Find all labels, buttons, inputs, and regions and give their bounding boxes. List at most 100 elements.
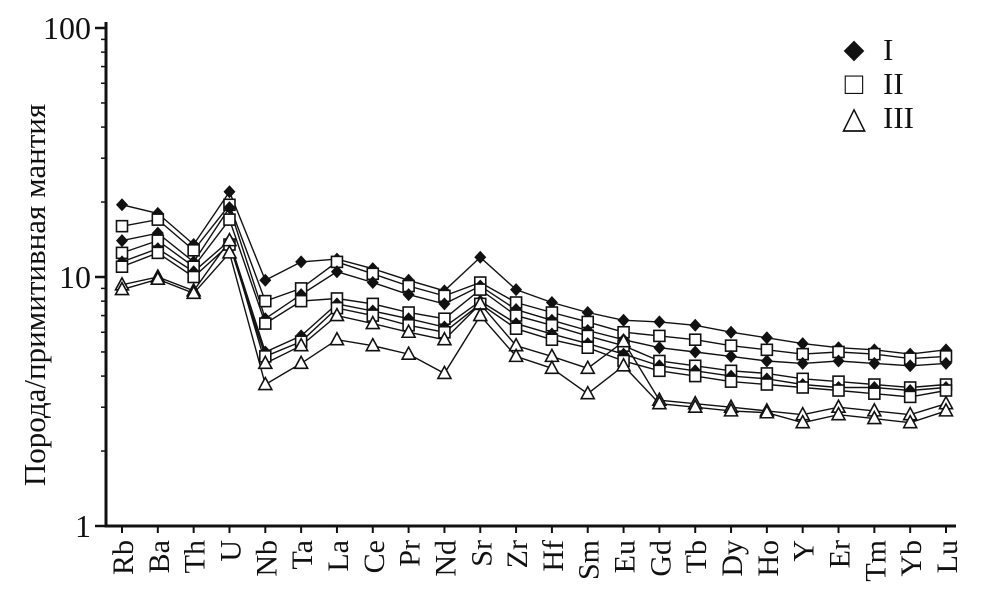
x-tick-label: Th — [179, 540, 212, 573]
x-tick-label: Er — [824, 540, 857, 568]
diamond-marker-I-2 — [438, 297, 451, 311]
square-marker-II-1 — [760, 343, 774, 357]
open-triangle-icon: △ — [842, 100, 866, 135]
square-marker-II-1 — [653, 329, 666, 343]
diamond-marker-I-2 — [832, 354, 845, 368]
series-line-III-2 — [121, 251, 947, 424]
triangle-marker-III-1 — [293, 336, 309, 352]
triangle-marker-III-2 — [866, 409, 883, 425]
diamond-marker-I-1 — [223, 185, 236, 199]
square-marker-II-3 — [509, 322, 523, 335]
diamond-marker-I-2 — [223, 201, 236, 215]
legend-item-group-2: □ II — [839, 68, 914, 99]
triangle-marker-III-2 — [544, 359, 560, 375]
diamond-marker-I-2 — [402, 288, 415, 302]
legend-item-group-1: ◆ I — [839, 34, 914, 65]
triangle-marker-III-1 — [615, 332, 632, 348]
triangle-marker-III-2 — [400, 345, 417, 360]
triangle-marker-III-2 — [687, 398, 704, 413]
diamond-marker-I-2 — [868, 356, 881, 370]
x-tick-label: Pr — [394, 540, 427, 567]
series-line-II-1 — [121, 203, 947, 360]
diamond-marker-I-2 — [904, 359, 917, 373]
square-marker-II-3 — [581, 341, 595, 355]
diamond-marker-I-2 — [689, 345, 702, 359]
triangle-marker-III-2 — [293, 354, 309, 370]
triangle-marker-III-2 — [794, 413, 811, 429]
x-tick-label: Tm — [859, 540, 892, 582]
triangle-marker-III-1 — [329, 306, 345, 322]
x-tick-label: Lu — [931, 540, 964, 573]
square-marker-II-3 — [545, 333, 559, 347]
triangle-marker-III-2 — [830, 405, 847, 421]
square-marker-II-3 — [187, 270, 200, 284]
triangle-marker-III-2 — [508, 347, 524, 363]
x-tick-label: Ta — [286, 540, 319, 570]
triangle-marker-III-1 — [257, 354, 274, 370]
x-tick-label: Ho — [752, 540, 785, 577]
square-marker-II-2 — [259, 317, 272, 330]
x-tick-label: Dy — [716, 540, 749, 577]
x-tick-label: La — [322, 540, 355, 572]
diamond-marker-I-2 — [330, 265, 343, 279]
triangle-marker-III-2 — [579, 384, 596, 400]
y-tick-label: 10 — [59, 259, 91, 295]
x-tick-label: Ce — [358, 540, 391, 573]
triangle-marker-III-2 — [472, 306, 489, 322]
diamond-marker-I-1 — [725, 325, 738, 339]
diamond-marker-I-2 — [796, 356, 809, 370]
triangle-marker-III-1 — [436, 331, 453, 346]
diamond-marker-I-1 — [474, 250, 487, 264]
square-marker-II-3 — [903, 390, 917, 404]
diamond-marker-I-2 — [940, 356, 952, 370]
triangle-marker-III-2 — [185, 284, 202, 300]
triangle-marker-III-2 — [149, 270, 166, 285]
diamond-marker-I-1 — [116, 198, 128, 212]
triangle-marker-III-2 — [364, 336, 381, 352]
square-marker-II-3 — [796, 381, 809, 394]
square-marker-II-3 — [939, 384, 953, 397]
x-tick-label: Y — [788, 540, 821, 562]
x-tick-label: Rb — [107, 540, 140, 575]
square-marker-II-3 — [653, 364, 666, 378]
triangle-marker-III-2 — [221, 244, 238, 259]
diamond-marker-I-1 — [259, 273, 272, 287]
triangle-marker-III-2 — [651, 394, 668, 410]
x-tick-label: Ba — [143, 540, 176, 573]
triangle-marker-III-2 — [759, 404, 775, 419]
triangle-marker-III-2 — [938, 402, 954, 417]
x-tick-label: Gd — [644, 540, 677, 577]
open-square-icon: □ — [844, 66, 864, 101]
x-tick-label: U — [214, 540, 247, 562]
diamond-marker-I-1 — [796, 337, 809, 351]
x-tick-label: Zr — [501, 540, 534, 568]
triangle-marker-III-1 — [400, 323, 417, 339]
triangle-marker-III-2 — [329, 331, 345, 346]
square-marker-II-3 — [760, 378, 774, 391]
diamond-marker-I-2 — [653, 341, 666, 355]
square-marker-II-3 — [868, 387, 881, 400]
diamond-marker-I-1 — [295, 255, 308, 269]
diamond-marker-I-1 — [689, 318, 702, 332]
legend-label-group-2: II — [883, 66, 904, 101]
triangle-marker-III-2 — [723, 402, 739, 417]
square-marker-II-3 — [151, 246, 165, 260]
square-marker-II-1 — [151, 213, 165, 226]
square-marker-II-3 — [724, 375, 738, 388]
x-tick-label: Tb — [680, 540, 713, 573]
series-line-III-1 — [121, 239, 947, 416]
square-marker-II-2 — [223, 213, 236, 226]
triangle-marker-III-2 — [257, 375, 274, 391]
x-tick-label: Yb — [895, 540, 928, 577]
x-tick-label: Sm — [573, 540, 606, 580]
triangle-marker-III-1 — [364, 314, 381, 330]
diamond-marker-I-1 — [760, 331, 773, 345]
square-marker-II-1 — [187, 244, 200, 257]
square-marker-II-1 — [259, 294, 272, 308]
triangle-marker-III-1 — [579, 359, 596, 375]
y-tick-label: 1 — [75, 508, 91, 544]
legend-label-group-1: I — [883, 32, 894, 67]
diamond-marker-I-2 — [725, 349, 738, 363]
